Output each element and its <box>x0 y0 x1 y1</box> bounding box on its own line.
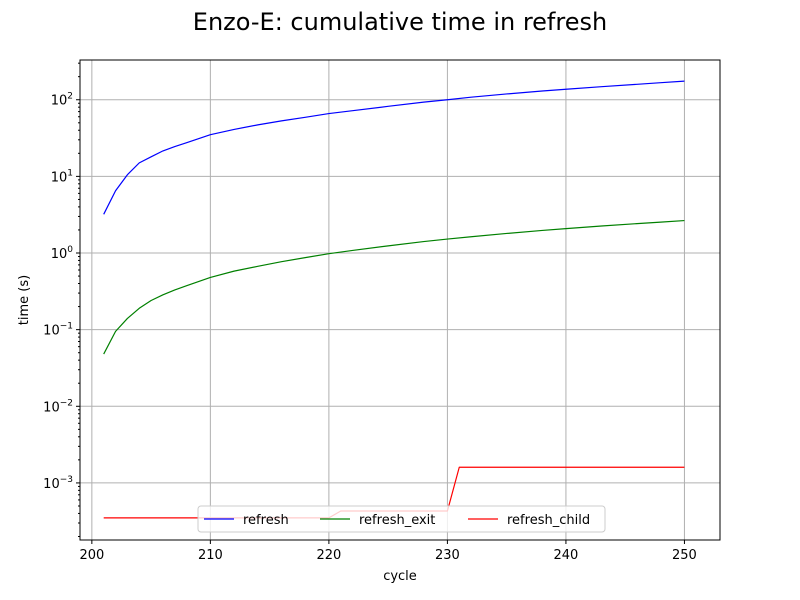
legend-label-refresh: refresh <box>243 513 289 528</box>
y-tick-label: 10−3 <box>43 475 73 492</box>
x-tick-label: 240 <box>554 548 579 563</box>
series-line-refresh <box>103 80 685 215</box>
x-tick-label: 250 <box>672 548 697 563</box>
y-tick-label: 10−2 <box>43 398 73 415</box>
x-tick-label: 210 <box>198 548 223 563</box>
x-tick-labels: 200 210 220 230 240 250 <box>79 548 696 563</box>
x-axis-label: cycle <box>383 569 417 584</box>
axis-ticks <box>76 62 685 544</box>
plot-frame <box>79 59 721 541</box>
y-tick-label: 102 <box>51 92 73 109</box>
legend: refresh refresh_exit refresh_child <box>197 505 606 533</box>
legend-label-refresh-exit: refresh_exit <box>359 513 435 528</box>
legend-label-refresh-child: refresh_child <box>507 513 590 528</box>
y-tick-label: 100 <box>51 245 74 262</box>
y-tick-labels: 10−3 10−2 10−1 100 101 102 <box>43 92 73 492</box>
legend-box <box>197 505 606 533</box>
y-axis-label: time (s) <box>17 275 32 325</box>
y-tick-label: 101 <box>51 168 73 185</box>
x-tick-label: 200 <box>79 548 104 563</box>
x-tick-label: 230 <box>435 548 460 563</box>
series-line-refresh-exit <box>103 219 685 355</box>
chart-title: Enzo-E: cumulative time in refresh <box>193 8 607 36</box>
grid-lines <box>80 60 720 540</box>
y-tick-label: 10−1 <box>43 322 73 339</box>
x-tick-label: 220 <box>316 548 341 563</box>
